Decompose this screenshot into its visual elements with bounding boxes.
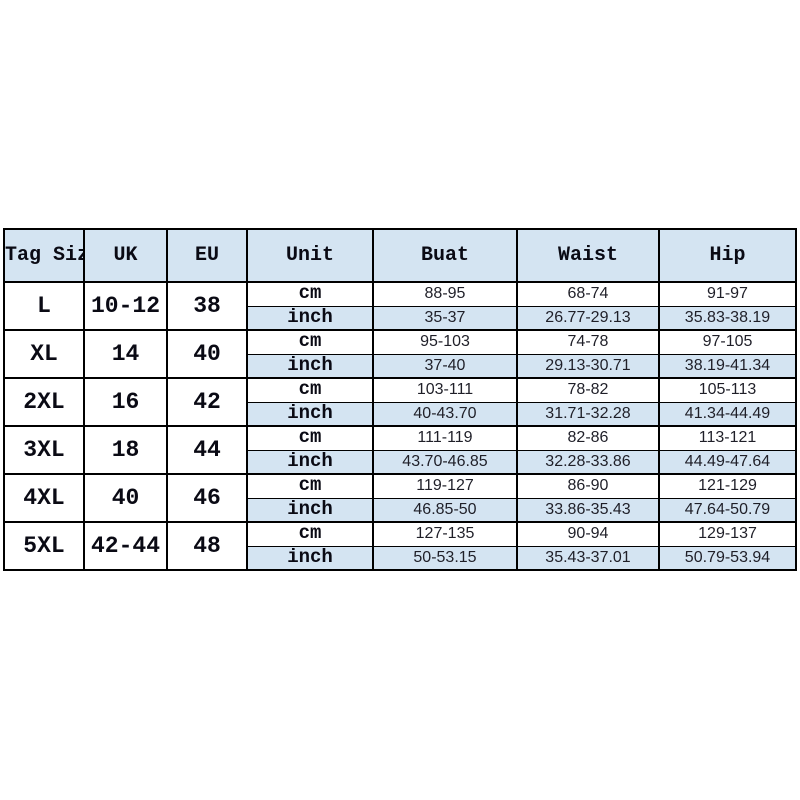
cell-unit-cm: cm bbox=[246, 377, 374, 403]
cell-buat-xl-cm: 95-103 bbox=[372, 329, 518, 355]
cell-uk-2xl: 16 bbox=[83, 377, 168, 427]
cell-buat-2xl-cm: 103-111 bbox=[372, 377, 518, 403]
header-hip: Hip bbox=[658, 228, 797, 283]
table-row-4xl-inch: inch 46.85-50 33.86-35.43 47.64-50.79 bbox=[4, 497, 797, 523]
cell-buat-2xl-inch: 40-43.70 bbox=[372, 401, 518, 427]
cell-uk-xl: 14 bbox=[83, 329, 168, 379]
table-row-5xl-cm: 5XL 42-44 48 cm 127-135 90-94 129-137 bbox=[3, 521, 797, 571]
cell-unit-inch: inch bbox=[246, 449, 374, 475]
cell-hip-4xl-cm: 121-129 bbox=[658, 473, 797, 499]
table-row-xl-cm: XL 14 40 cm 95-103 74-78 97-105 bbox=[3, 329, 797, 379]
header-tag-size: Tag Size bbox=[3, 228, 85, 283]
cell-eu-l: 38 bbox=[166, 281, 248, 331]
header-row: Tag Size UK EU Unit Buat Waist Hip bbox=[3, 228, 797, 283]
cell-unit-inch: inch bbox=[246, 497, 374, 523]
header-unit: Unit bbox=[246, 228, 374, 283]
cell-hip-xl-inch: 38.19-41.34 bbox=[658, 353, 797, 379]
header-eu: EU bbox=[166, 228, 248, 283]
cell-buat-xl-inch: 37-40 bbox=[372, 353, 518, 379]
cell-hip-2xl-inch: 41.34-44.49 bbox=[658, 401, 797, 427]
cell-tag-size-xl: XL bbox=[3, 329, 85, 379]
cell-unit-cm: cm bbox=[246, 329, 374, 355]
cell-eu-xl: 40 bbox=[166, 329, 248, 379]
cell-eu-4xl: 46 bbox=[166, 473, 248, 523]
header-waist: Waist bbox=[516, 228, 660, 283]
cell-unit-inch: inch bbox=[246, 353, 374, 379]
cell-hip-xl-cm: 97-105 bbox=[658, 329, 797, 355]
cell-waist-l-cm: 68-74 bbox=[516, 281, 660, 307]
cell-unit-cm: cm bbox=[246, 281, 374, 307]
table-row-l-inch: inch 35-37 26.77-29.13 35.83-38.19 bbox=[4, 305, 797, 331]
table-row-xl-inch: inch 37-40 29.13-30.71 38.19-41.34 bbox=[4, 353, 797, 379]
cell-waist-l-inch: 26.77-29.13 bbox=[516, 305, 660, 331]
cell-eu-5xl: 48 bbox=[166, 521, 248, 571]
cell-hip-l-cm: 91-97 bbox=[658, 281, 797, 307]
cell-hip-l-inch: 35.83-38.19 bbox=[658, 305, 797, 331]
table-row-2xl-inch: inch 40-43.70 31.71-32.28 41.34-44.49 bbox=[4, 401, 797, 427]
header-uk: UK bbox=[83, 228, 168, 283]
cell-uk-3xl: 18 bbox=[83, 425, 168, 475]
cell-hip-3xl-inch: 44.49-47.64 bbox=[658, 449, 797, 475]
table-row-l-cm: L 10-12 38 cm 88-95 68-74 91-97 bbox=[3, 281, 797, 331]
cell-unit-cm: cm bbox=[246, 425, 374, 451]
cell-unit-inch: inch bbox=[246, 401, 374, 427]
cell-hip-2xl-cm: 105-113 bbox=[658, 377, 797, 403]
table-row-4xl-cm: 4XL 40 46 cm 119-127 86-90 121-129 bbox=[3, 473, 797, 523]
table-row-2xl-cm: 2XL 16 42 cm 103-111 78-82 105-113 bbox=[3, 377, 797, 427]
cell-buat-l-inch: 35-37 bbox=[372, 305, 518, 331]
cell-waist-3xl-cm: 82-86 bbox=[516, 425, 660, 451]
cell-hip-5xl-cm: 129-137 bbox=[658, 521, 797, 547]
header-buat: Buat bbox=[372, 228, 518, 283]
cell-waist-xl-inch: 29.13-30.71 bbox=[516, 353, 660, 379]
cell-tag-size-l: L bbox=[3, 281, 85, 331]
cell-buat-4xl-inch: 46.85-50 bbox=[372, 497, 518, 523]
cell-waist-4xl-inch: 33.86-35.43 bbox=[516, 497, 660, 523]
cell-buat-5xl-inch: 50-53.15 bbox=[372, 545, 518, 571]
cell-waist-2xl-inch: 31.71-32.28 bbox=[516, 401, 660, 427]
cell-unit-cm: cm bbox=[246, 473, 374, 499]
cell-buat-3xl-inch: 43.70-46.85 bbox=[372, 449, 518, 475]
cell-buat-l-cm: 88-95 bbox=[372, 281, 518, 307]
cell-waist-3xl-inch: 32.28-33.86 bbox=[516, 449, 660, 475]
cell-uk-4xl: 40 bbox=[83, 473, 168, 523]
cell-uk-5xl: 42-44 bbox=[83, 521, 168, 571]
cell-buat-4xl-cm: 119-127 bbox=[372, 473, 518, 499]
cell-unit-cm: cm bbox=[246, 521, 374, 547]
cell-buat-3xl-cm: 111-119 bbox=[372, 425, 518, 451]
cell-waist-5xl-cm: 90-94 bbox=[516, 521, 660, 547]
cell-waist-5xl-inch: 35.43-37.01 bbox=[516, 545, 660, 571]
cell-eu-3xl: 44 bbox=[166, 425, 248, 475]
table-row-3xl-cm: 3XL 18 44 cm 111-119 82-86 113-121 bbox=[3, 425, 797, 475]
cell-tag-size-2xl: 2XL bbox=[3, 377, 85, 427]
cell-unit-inch: inch bbox=[246, 305, 374, 331]
size-chart-table: Tag Size UK EU Unit Buat Waist Hip L 10-… bbox=[3, 228, 797, 571]
cell-unit-inch: inch bbox=[246, 545, 374, 571]
cell-buat-5xl-cm: 127-135 bbox=[372, 521, 518, 547]
cell-tag-size-5xl: 5XL bbox=[3, 521, 85, 571]
cell-waist-2xl-cm: 78-82 bbox=[516, 377, 660, 403]
cell-tag-size-4xl: 4XL bbox=[3, 473, 85, 523]
cell-waist-xl-cm: 74-78 bbox=[516, 329, 660, 355]
cell-eu-2xl: 42 bbox=[166, 377, 248, 427]
cell-tag-size-3xl: 3XL bbox=[3, 425, 85, 475]
cell-uk-l: 10-12 bbox=[83, 281, 168, 331]
table-row-5xl-inch: inch 50-53.15 35.43-37.01 50.79-53.94 bbox=[4, 545, 797, 571]
cell-hip-5xl-inch: 50.79-53.94 bbox=[658, 545, 797, 571]
cell-waist-4xl-cm: 86-90 bbox=[516, 473, 660, 499]
table-row-3xl-inch: inch 43.70-46.85 32.28-33.86 44.49-47.64 bbox=[4, 449, 797, 475]
cell-hip-3xl-cm: 113-121 bbox=[658, 425, 797, 451]
cell-hip-4xl-inch: 47.64-50.79 bbox=[658, 497, 797, 523]
